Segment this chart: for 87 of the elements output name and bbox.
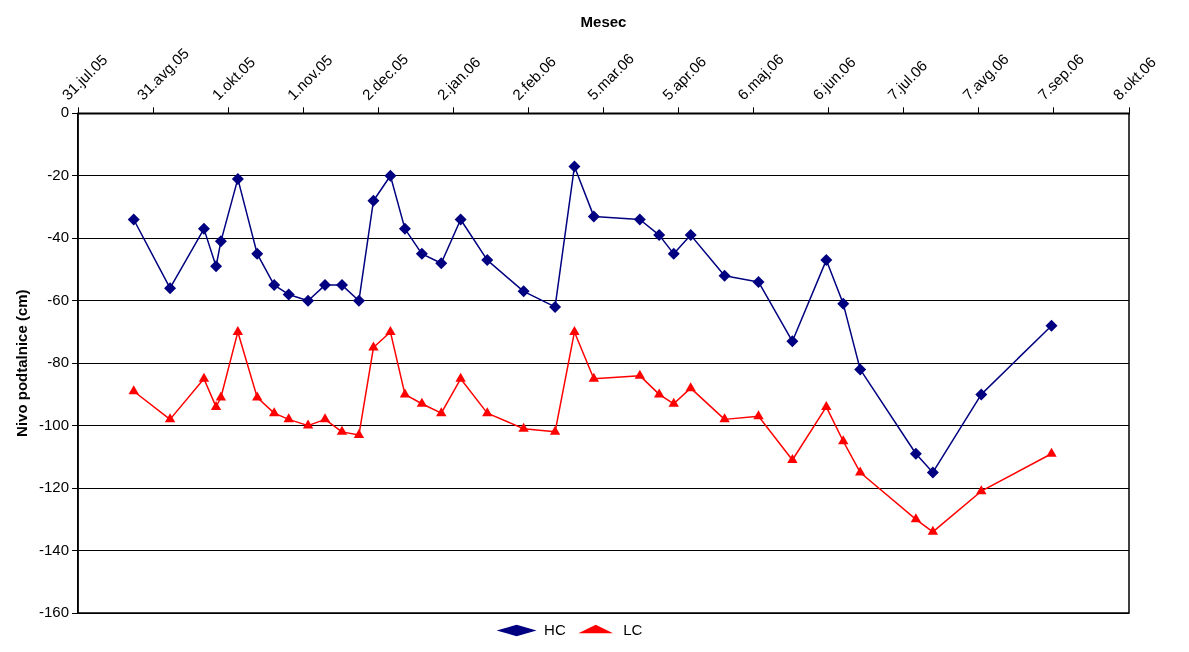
- point: [232, 325, 244, 335]
- point: [518, 422, 529, 432]
- point: [385, 325, 396, 335]
- point: [752, 275, 765, 288]
- point: [820, 254, 833, 267]
- point: [685, 382, 696, 392]
- point: [587, 210, 600, 223]
- point: [549, 300, 562, 313]
- point: [653, 229, 666, 242]
- point: [367, 194, 380, 207]
- point: [838, 435, 849, 445]
- point: [1046, 447, 1057, 457]
- point: [517, 285, 530, 298]
- y-tick-label: -60: [47, 290, 70, 308]
- point: [588, 372, 600, 382]
- point: [353, 428, 365, 438]
- point: [787, 453, 798, 463]
- point: [210, 400, 222, 410]
- point: [910, 513, 922, 523]
- y-tick-label: -80: [47, 353, 70, 371]
- point: [684, 229, 697, 242]
- point: [164, 413, 176, 423]
- y-tick-label: -140: [38, 540, 70, 558]
- point: [975, 388, 988, 401]
- point: [718, 269, 731, 282]
- point: [268, 279, 281, 292]
- point: [435, 257, 448, 270]
- point: [837, 297, 850, 310]
- point: [415, 247, 428, 260]
- point: [634, 369, 646, 379]
- point: [481, 254, 494, 267]
- point: [569, 325, 580, 335]
- point: [319, 413, 331, 423]
- y-tick-label: -40: [47, 228, 70, 246]
- x-axis-title: Mesec: [580, 13, 627, 31]
- point: [198, 372, 210, 382]
- point: [854, 363, 867, 376]
- legend-label: HC: [544, 620, 566, 638]
- point: [719, 413, 730, 423]
- point: [549, 425, 561, 435]
- point: [197, 222, 210, 235]
- point: [302, 294, 315, 307]
- point: [398, 222, 411, 235]
- point: [210, 260, 223, 273]
- point: [399, 388, 411, 398]
- point: [384, 169, 397, 182]
- point: [368, 341, 379, 351]
- point: [252, 391, 263, 401]
- point: [164, 282, 177, 295]
- point: [336, 425, 348, 435]
- point: [128, 385, 139, 395]
- y-axis-title: Nivo podtalnice (cm): [13, 289, 31, 437]
- y-tick-label: -100: [38, 415, 70, 433]
- y-tick-label: -120: [38, 478, 70, 496]
- point: [214, 235, 227, 248]
- point: [436, 407, 447, 417]
- point: [1045, 319, 1058, 332]
- y-tick-label: -160: [38, 603, 70, 621]
- point: [454, 213, 467, 226]
- y-tick-label: -20: [47, 165, 70, 183]
- point: [633, 213, 646, 226]
- y-tick-label: 0: [60, 103, 70, 121]
- point: [282, 288, 295, 301]
- point: [268, 407, 280, 417]
- point: [821, 400, 832, 410]
- legend-label: LC: [623, 620, 643, 638]
- point: [231, 172, 244, 185]
- point: [302, 419, 314, 429]
- point: [251, 247, 264, 260]
- point: [352, 294, 365, 307]
- point: [667, 247, 680, 260]
- point: [927, 525, 939, 535]
- point: [786, 335, 799, 348]
- point: [215, 391, 227, 401]
- point: [926, 466, 939, 479]
- point: [335, 279, 348, 292]
- point: [482, 407, 493, 417]
- point: [976, 485, 987, 495]
- point: [416, 397, 428, 407]
- point: [319, 279, 332, 292]
- point: [568, 160, 581, 173]
- point: [455, 372, 466, 382]
- point: [668, 397, 679, 407]
- point: [127, 213, 140, 226]
- point: [909, 447, 922, 460]
- point: [753, 410, 764, 420]
- point: [283, 413, 294, 423]
